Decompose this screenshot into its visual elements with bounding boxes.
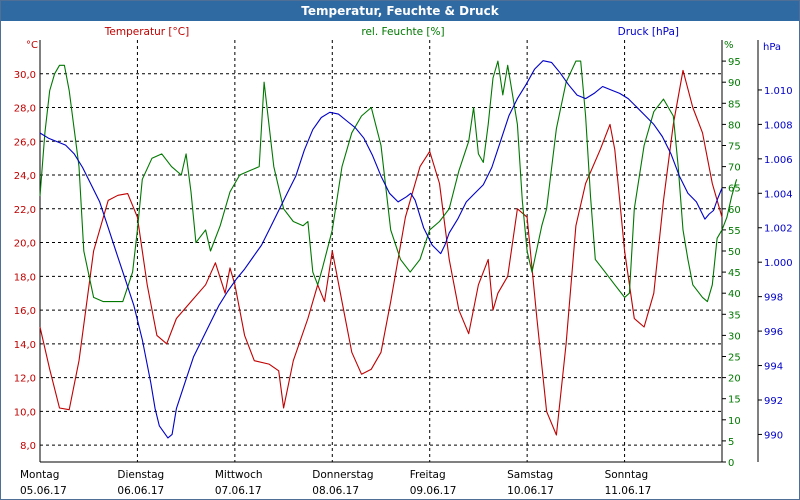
humidity-tick-label: 85	[728, 99, 741, 110]
pressure-tick-label: 1.004	[764, 189, 793, 200]
pressure-axis-title: Druck [hPa]	[618, 26, 679, 38]
temperature-tick-label: 16,0	[14, 306, 36, 317]
humidity-tick-label: 0	[728, 458, 734, 469]
humidity-tick-label: 45	[728, 268, 741, 279]
series-line-pressure	[39, 60, 723, 439]
series-line-humidity	[39, 60, 738, 303]
temperature-tick-label: 12,0	[14, 374, 36, 385]
pressure-tick-label: 1.006	[764, 155, 793, 166]
humidity-tick-label: 5	[728, 437, 734, 448]
humidity-tick-label: 35	[728, 310, 741, 321]
pressure-tick-label: 1.008	[764, 120, 793, 131]
date-label: 05.06.17	[20, 485, 67, 497]
humidity-tick-label: 30	[728, 331, 741, 342]
temperature-unit-label: °C	[26, 40, 38, 51]
day-label: Samstag	[507, 469, 553, 481]
temperature-axis-title: Temperatur [°C]	[104, 26, 189, 38]
humidity-tick-label: 25	[728, 353, 741, 364]
date-label: 11.06.17	[605, 485, 652, 497]
date-label: 09.06.17	[410, 485, 457, 497]
series-line-temperature	[39, 69, 723, 436]
humidity-axis: % rel. Feuchte [%] 0 5 10 15 20 25 30 35 40 45 50 5…	[361, 26, 740, 469]
temperature-tick-label: 10,0	[14, 407, 36, 418]
pressure-tick-label: 1.010	[764, 86, 793, 97]
day-label: Mittwoch	[215, 469, 263, 481]
pressure-tick-label: 1.000	[764, 258, 793, 269]
humidity-tick-label: 75	[728, 142, 741, 153]
pressure-tick-label: 990	[764, 430, 783, 441]
humidity-tick-label: 95	[728, 57, 741, 68]
humidity-unit-label: %	[724, 40, 734, 51]
date-label: 10.06.17	[507, 485, 554, 497]
temperature-tick-label: 24,0	[14, 171, 36, 182]
humidity-tick-label: 65	[728, 184, 741, 195]
pressure-tick-label: 992	[764, 396, 783, 407]
day-label: Sonntag	[605, 469, 649, 481]
humidity-tick-label: 15	[728, 395, 741, 406]
day-label: Montag	[20, 469, 59, 481]
pressure-tick-label: 1.002	[764, 224, 793, 235]
x-axis: Montag 05.06.17 Dienstag 06.06.17 Mittwoch 07…	[20, 469, 651, 497]
day-label: Donnerstag	[312, 469, 373, 481]
humidity-axis-title: rel. Feuchte [%]	[361, 26, 444, 38]
day-label: Dienstag	[117, 469, 164, 481]
pressure-tick-label: 994	[764, 362, 783, 373]
temperature-tick-label: 14,0	[14, 340, 36, 351]
day-label: Freitag	[410, 469, 446, 481]
humidity-tick-label: 60	[728, 205, 741, 216]
temperature-tick-label: 22,0	[14, 205, 36, 216]
temperature-tick-label: 28,0	[14, 104, 36, 115]
series-group	[39, 60, 738, 439]
temperature-tick-label: 26,0	[14, 137, 36, 148]
humidity-tick-label: 40	[728, 289, 741, 300]
temperature-tick-label: 30,0	[14, 70, 36, 81]
date-label: 08.06.17	[312, 485, 359, 497]
temperature-tick-label: 18,0	[14, 272, 36, 283]
temperature-axis: °C Temperatur [°C] 8,0 10,0 12,0 14,0 16,0 18…	[14, 26, 189, 452]
humidity-tick-label: 70	[728, 163, 741, 174]
humidity-tick-label: 50	[728, 247, 741, 258]
pressure-axis: hPa Druck [hPa] 990 992 994 996 998 1.000 1.00…	[618, 26, 793, 462]
humidity-tick-label: 55	[728, 226, 741, 237]
date-label: 07.06.17	[215, 485, 262, 497]
temperature-tick-label: 20,0	[14, 239, 36, 250]
window-title: Temperatur, Feuchte & Druck	[1, 1, 799, 21]
humidity-tick-label: 90	[728, 78, 741, 89]
humidity-tick-label: 20	[728, 374, 741, 385]
pressure-unit-label: hPa	[763, 42, 781, 53]
pressure-tick-label: 996	[764, 327, 783, 338]
date-label: 06.06.17	[117, 485, 164, 497]
temperature-tick-label: 8,0	[20, 441, 36, 452]
pressure-tick-label: 998	[764, 293, 783, 304]
humidity-tick-label: 10	[728, 416, 741, 427]
humidity-tick-label: 80	[728, 120, 741, 131]
